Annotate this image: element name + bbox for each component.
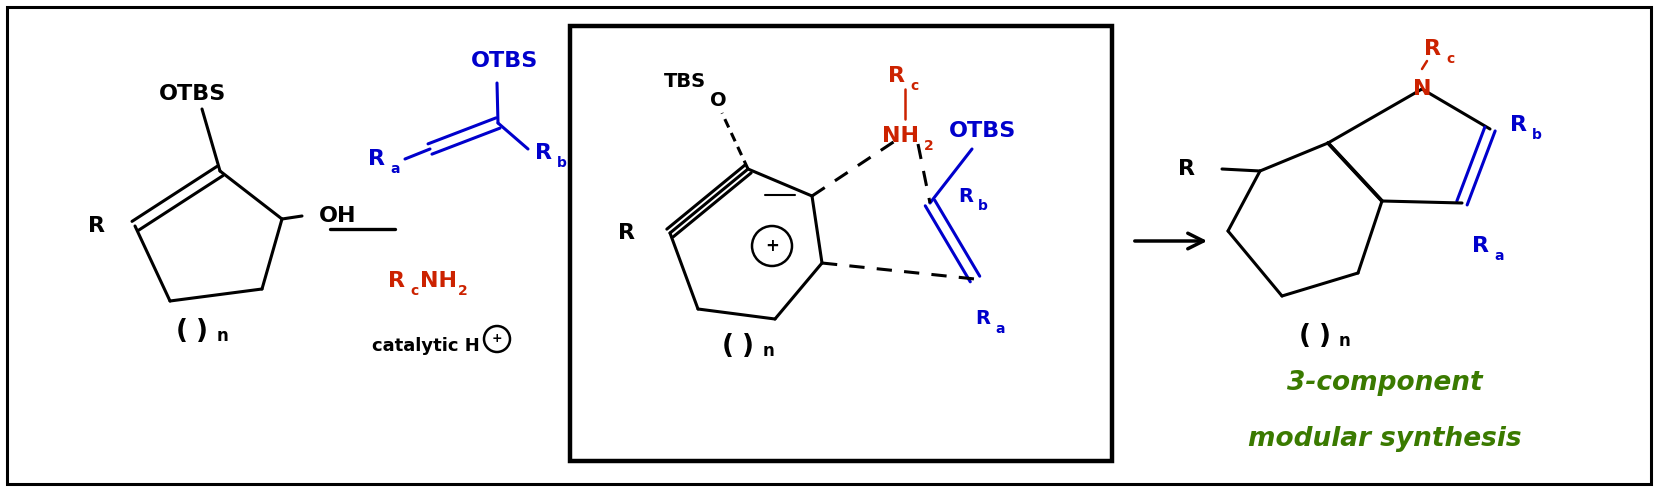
Text: b: b	[978, 199, 988, 213]
Text: n: n	[215, 327, 227, 345]
Text: (: (	[176, 318, 187, 344]
Text: 2: 2	[457, 284, 467, 298]
Text: R: R	[88, 216, 104, 236]
Text: modular synthesis: modular synthesis	[1248, 426, 1521, 452]
Text: O: O	[709, 91, 726, 110]
Text: OTBS: OTBS	[471, 51, 539, 71]
Text: R: R	[974, 309, 989, 328]
Text: b: b	[1531, 128, 1541, 142]
Text: (: (	[1297, 323, 1311, 349]
Text: ): )	[196, 318, 207, 344]
Text: a: a	[994, 322, 1004, 336]
Text: R: R	[1471, 236, 1488, 256]
Text: b: b	[557, 156, 567, 170]
Text: R: R	[888, 66, 905, 86]
Text: n: n	[762, 342, 774, 360]
Text: R: R	[958, 187, 973, 206]
Text: c: c	[1445, 52, 1453, 66]
Text: 2: 2	[923, 139, 933, 153]
Text: R: R	[388, 271, 404, 291]
Text: R: R	[368, 149, 384, 169]
Text: R: R	[1423, 39, 1440, 59]
Text: R: R	[1176, 159, 1195, 179]
Text: c: c	[409, 284, 418, 298]
Text: +: +	[764, 237, 779, 255]
Text: n: n	[1339, 332, 1350, 350]
Text: +: +	[492, 332, 502, 346]
Text: R: R	[618, 223, 635, 243]
Text: NH: NH	[419, 271, 457, 291]
Text: ): )	[1319, 323, 1331, 349]
Text: R: R	[1510, 115, 1526, 135]
Text: a: a	[1493, 249, 1503, 263]
Text: R: R	[535, 143, 552, 163]
Text: 3-component: 3-component	[1286, 370, 1481, 396]
Text: OTBS: OTBS	[948, 121, 1016, 141]
Text: N: N	[1412, 79, 1430, 99]
Text: OH: OH	[318, 206, 356, 226]
Text: catalytic H: catalytic H	[371, 337, 479, 355]
Text: TBS: TBS	[663, 72, 706, 90]
Text: ): )	[742, 333, 754, 359]
Text: (: (	[721, 333, 734, 359]
Text: a: a	[389, 162, 399, 176]
Text: OTBS: OTBS	[159, 84, 225, 104]
Text: c: c	[910, 79, 918, 93]
Text: NH: NH	[882, 126, 918, 146]
Bar	[570, 26, 1112, 461]
